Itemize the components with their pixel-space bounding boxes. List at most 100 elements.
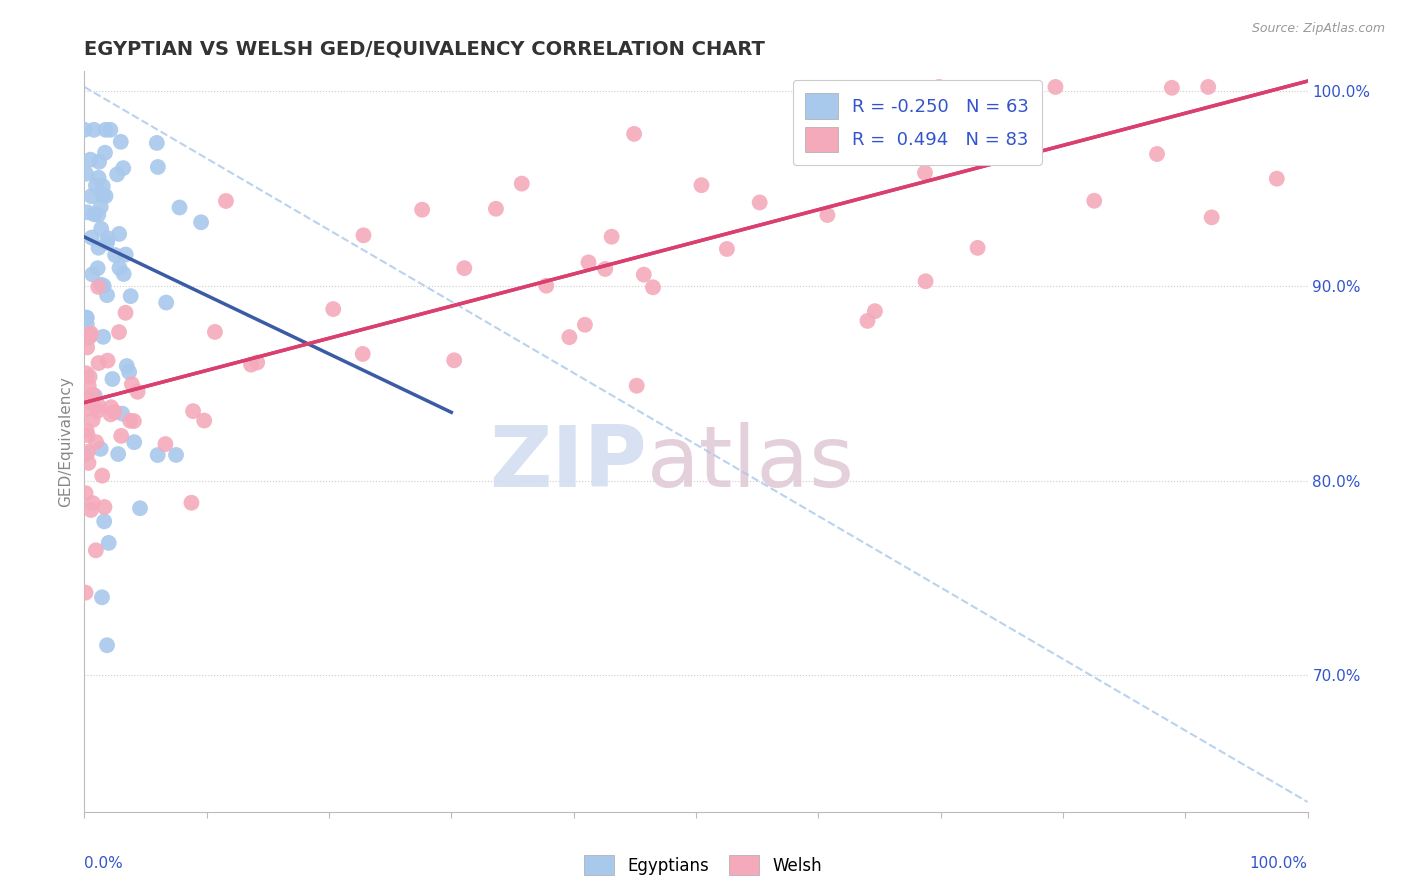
- Point: [97, 353, 120, 368]
- Point: [443, 353, 465, 368]
- Point: [593, 262, 616, 277]
- Point: [80, 326, 103, 341]
- Point: [322, 301, 344, 316]
- Point: [108, 325, 131, 339]
- Point: [914, 166, 936, 180]
- Point: [87, 280, 110, 294]
- Legend: Egyptians, Welsh: Egyptians, Welsh: [578, 848, 828, 882]
- Point: [118, 365, 141, 379]
- Point: [103, 405, 125, 419]
- Point: [215, 194, 238, 208]
- Point: [1146, 147, 1168, 161]
- Point: [146, 136, 169, 150]
- Point: [90, 200, 112, 214]
- Point: [76, 340, 98, 354]
- Point: [641, 280, 664, 294]
- Point: [1197, 79, 1219, 94]
- Point: [122, 435, 145, 450]
- Point: [75, 447, 97, 461]
- Point: [129, 501, 152, 516]
- Point: [91, 330, 114, 344]
- Point: [856, 314, 879, 328]
- Point: [90, 442, 112, 456]
- Point: [80, 503, 103, 517]
- Point: [80, 230, 103, 244]
- Point: [120, 414, 142, 428]
- Point: [96, 235, 118, 250]
- Point: [76, 318, 98, 332]
- Point: [76, 205, 98, 219]
- Point: [352, 347, 374, 361]
- Point: [77, 378, 100, 392]
- Point: [90, 277, 112, 292]
- Point: [94, 189, 117, 203]
- Point: [146, 448, 169, 462]
- Point: [76, 428, 98, 442]
- Point: [928, 79, 950, 94]
- Point: [96, 638, 118, 652]
- Point: [91, 591, 114, 605]
- Point: [578, 255, 600, 269]
- Point: [93, 514, 115, 528]
- Point: [411, 202, 433, 217]
- Text: Source: ZipAtlas.com: Source: ZipAtlas.com: [1251, 22, 1385, 36]
- Point: [623, 127, 645, 141]
- Point: [574, 318, 596, 332]
- Point: [79, 328, 101, 343]
- Point: [87, 170, 110, 185]
- Point: [353, 228, 375, 243]
- Point: [112, 267, 135, 281]
- Point: [91, 187, 114, 202]
- Point: [101, 372, 124, 386]
- Point: [90, 222, 112, 236]
- Point: [86, 261, 108, 276]
- Point: [76, 367, 98, 381]
- Point: [690, 178, 713, 193]
- Point: [98, 123, 121, 137]
- Point: [748, 195, 770, 210]
- Point: [246, 355, 269, 369]
- Point: [114, 247, 136, 261]
- Point: [87, 154, 110, 169]
- Text: EGYPTIAN VS WELSH GED/EQUIVALENCY CORRELATION CHART: EGYPTIAN VS WELSH GED/EQUIVALENCY CORREL…: [84, 39, 765, 59]
- Point: [111, 407, 134, 421]
- Point: [76, 310, 98, 325]
- Point: [110, 135, 132, 149]
- Point: [510, 177, 533, 191]
- Point: [97, 536, 120, 550]
- Point: [87, 356, 110, 370]
- Point: [558, 330, 581, 344]
- Point: [75, 585, 97, 599]
- Point: [108, 260, 131, 275]
- Text: 0.0%: 0.0%: [84, 856, 124, 871]
- Legend: R = -0.250   N = 63, R =  0.494   N = 83: R = -0.250 N = 63, R = 0.494 N = 83: [793, 80, 1042, 165]
- Point: [100, 400, 122, 414]
- Point: [93, 279, 115, 293]
- Point: [114, 306, 136, 320]
- Point: [87, 241, 110, 255]
- Point: [77, 331, 100, 345]
- Point: [1160, 80, 1182, 95]
- Point: [120, 289, 142, 303]
- Point: [86, 404, 108, 418]
- Point: [859, 151, 882, 165]
- Point: [93, 500, 115, 514]
- Point: [190, 215, 212, 229]
- Point: [1201, 211, 1223, 225]
- Point: [73, 123, 96, 137]
- Point: [75, 310, 97, 325]
- Point: [75, 402, 97, 417]
- Text: ZIP: ZIP: [489, 422, 647, 505]
- Point: [115, 359, 138, 373]
- Point: [626, 378, 648, 392]
- Point: [485, 202, 508, 216]
- Point: [536, 278, 558, 293]
- Point: [94, 123, 117, 137]
- Point: [84, 543, 107, 558]
- Point: [110, 429, 132, 443]
- Point: [80, 396, 103, 410]
- Point: [83, 389, 105, 403]
- Point: [91, 468, 114, 483]
- Point: [165, 448, 187, 462]
- Point: [96, 288, 118, 302]
